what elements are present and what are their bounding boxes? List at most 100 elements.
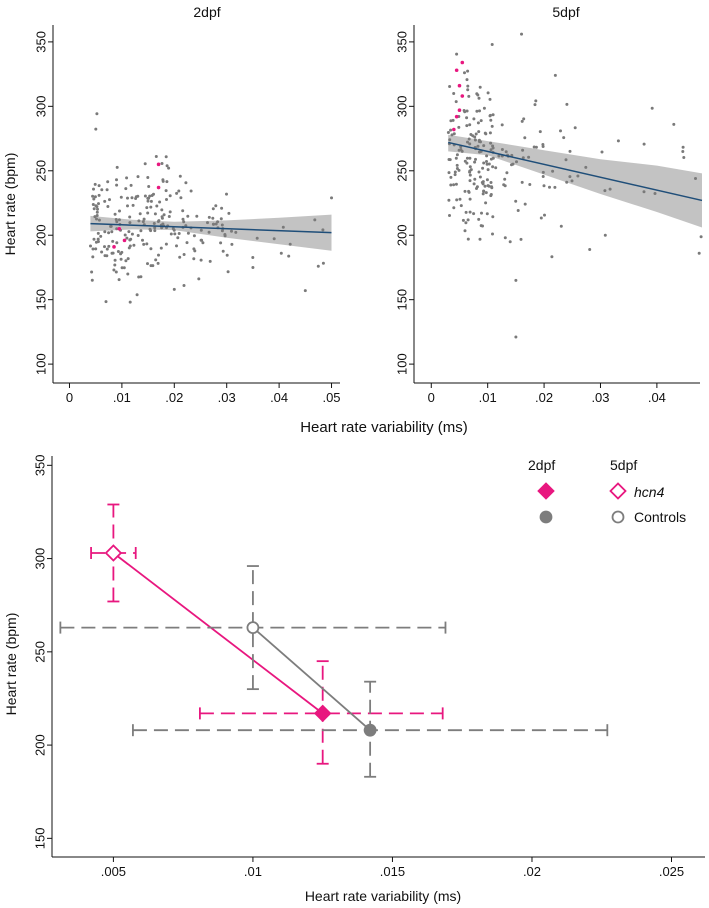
data-point xyxy=(128,244,132,248)
data-point xyxy=(562,136,566,140)
data-point xyxy=(108,198,111,202)
data-point xyxy=(173,232,177,236)
data-point xyxy=(96,231,100,235)
summary-y-tick-label: 300 xyxy=(33,548,48,570)
data-point xyxy=(177,189,181,193)
data-point xyxy=(541,175,545,178)
data-point xyxy=(192,247,196,251)
p1-x-tick-label: .04 xyxy=(270,390,288,405)
data-point xyxy=(504,150,508,154)
data-point xyxy=(157,253,160,257)
hcn4-5dpf-marker xyxy=(104,544,123,562)
data-point xyxy=(156,220,160,223)
data-point xyxy=(488,131,492,135)
legend-markers xyxy=(537,482,627,524)
data-point xyxy=(559,129,562,133)
data-point xyxy=(145,242,149,246)
data-point xyxy=(460,149,464,153)
data-point xyxy=(588,248,592,251)
data-point xyxy=(165,164,169,168)
data-point xyxy=(279,251,283,255)
data-point xyxy=(136,175,140,179)
data-point xyxy=(92,237,96,241)
data-point xyxy=(500,123,504,127)
data-point xyxy=(161,178,165,182)
data-point xyxy=(454,182,458,186)
data-point xyxy=(483,184,487,188)
data-point xyxy=(137,219,141,223)
data-point xyxy=(128,300,132,304)
data-point xyxy=(139,275,143,279)
data-point xyxy=(117,278,121,282)
data-point xyxy=(515,160,518,164)
data-point xyxy=(486,184,490,188)
data-point xyxy=(113,212,117,216)
data-point xyxy=(211,207,215,211)
data-point xyxy=(448,85,452,88)
summary-x-tick-label: .005 xyxy=(101,864,126,879)
series-hcn4 xyxy=(90,503,444,765)
data-point xyxy=(521,148,525,152)
hcn4-data-point xyxy=(457,83,462,88)
data-point xyxy=(165,198,168,201)
data-point xyxy=(465,156,469,160)
data-point xyxy=(219,241,223,245)
data-point xyxy=(303,289,307,293)
controls-2dpf-marker xyxy=(363,723,377,737)
regression-line xyxy=(90,222,332,234)
hcn4-data-point xyxy=(460,60,465,65)
data-point xyxy=(146,199,150,203)
data-point xyxy=(485,162,489,166)
data-point xyxy=(447,198,451,202)
data-point xyxy=(216,220,220,224)
data-point xyxy=(486,168,490,172)
data-point xyxy=(466,237,470,241)
ci-band-2dpf xyxy=(90,214,332,251)
data-point xyxy=(150,194,154,197)
data-point xyxy=(272,237,276,241)
data-point xyxy=(548,185,551,189)
data-point xyxy=(195,214,199,218)
data-point xyxy=(154,258,158,262)
data-point xyxy=(179,196,183,200)
data-point xyxy=(449,128,453,132)
data-point xyxy=(465,78,469,82)
data-point xyxy=(142,217,146,221)
data-point xyxy=(468,173,472,177)
legend-label-hcn4: hcn4 xyxy=(634,484,665,500)
data-point xyxy=(92,197,96,201)
data-point xyxy=(143,162,147,166)
legend-header-5dpf: 5dpf xyxy=(610,457,637,473)
data-point xyxy=(115,241,119,245)
data-point xyxy=(118,209,121,213)
data-point xyxy=(167,215,171,218)
data-point xyxy=(466,218,470,222)
data-point xyxy=(457,148,461,152)
data-point xyxy=(109,224,113,228)
data-point xyxy=(225,253,229,257)
data-point xyxy=(95,217,98,221)
data-point xyxy=(476,144,480,148)
data-point xyxy=(149,199,153,203)
p2-x-tick-label: .01 xyxy=(479,390,497,405)
data-point xyxy=(97,218,101,222)
data-point xyxy=(489,181,493,184)
summary-y-tick-label: 200 xyxy=(33,734,48,756)
data-point xyxy=(104,300,108,304)
data-point xyxy=(681,150,685,153)
summary-y-tick-label: 350 xyxy=(33,454,48,476)
legend: 2dpf 5dpf hcn4 Controls xyxy=(528,457,686,525)
axes-summary: 150 200 250 300 350 .005 .01 .015 .02 .025 xyxy=(33,454,705,879)
data-point xyxy=(115,165,119,169)
data-point xyxy=(448,158,452,162)
data-point xyxy=(160,215,164,219)
data-point xyxy=(642,190,646,194)
data-point xyxy=(500,148,504,151)
data-point xyxy=(160,208,164,212)
data-point xyxy=(455,167,459,170)
data-point xyxy=(468,179,472,183)
data-point xyxy=(465,124,469,128)
data-point xyxy=(220,223,224,227)
data-point xyxy=(168,210,172,214)
data-point xyxy=(168,194,172,198)
